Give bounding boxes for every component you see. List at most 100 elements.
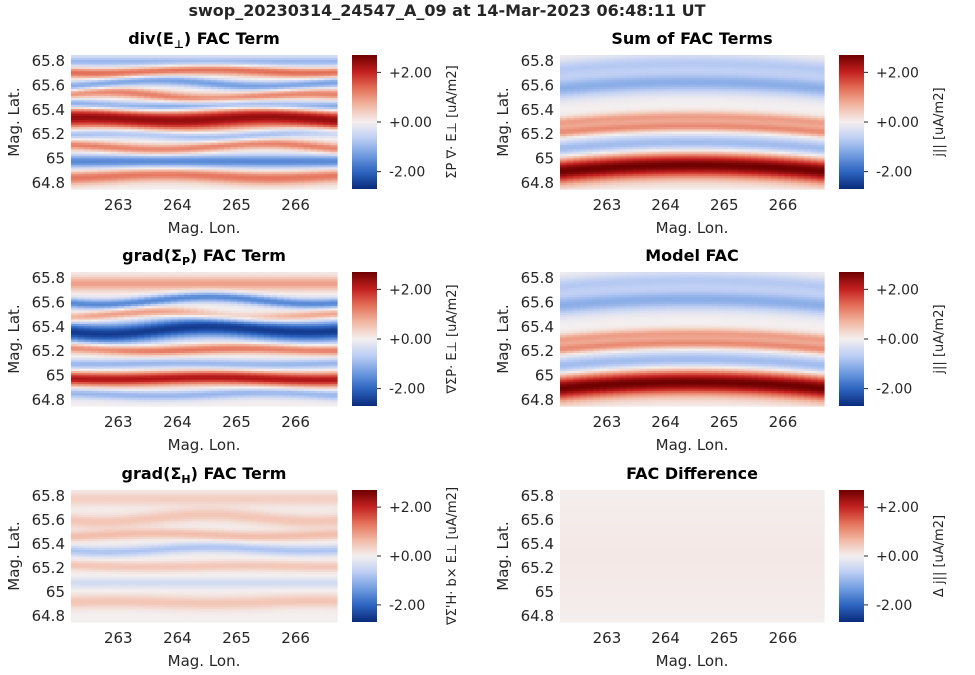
heatmap-cell	[685, 63, 693, 67]
heatmap-cell	[632, 104, 640, 107]
heatmap-cell	[718, 106, 726, 110]
heatmap-cell	[323, 95, 331, 99]
heatmap-cell	[573, 81, 581, 85]
heatmap-cell	[718, 122, 726, 125]
heatmap-cell	[310, 399, 318, 403]
heatmap-cell	[277, 155, 285, 159]
heatmap-cell	[237, 110, 245, 114]
heatmap-cell	[632, 173, 640, 177]
heatmap-cell	[758, 110, 766, 114]
heatmap-cell	[84, 90, 92, 94]
heatmap-cell	[586, 119, 594, 123]
heatmap-cell	[606, 126, 614, 130]
heatmap-cell	[764, 155, 772, 159]
heatmap-cell	[230, 139, 238, 143]
heatmap-cell	[626, 128, 634, 132]
heatmap-cell	[170, 117, 178, 121]
heatmap-cell	[718, 110, 726, 114]
heatmap-cell	[144, 119, 152, 123]
heatmap-cell	[290, 63, 298, 67]
heatmap-cell	[144, 399, 152, 403]
heatmap-cell	[672, 77, 680, 81]
heatmap-cell	[230, 399, 238, 403]
heatmap-cell	[204, 77, 212, 81]
heatmap-cell	[672, 186, 680, 190]
heatmap-cell	[764, 108, 772, 112]
heatmap-cell	[560, 153, 568, 157]
heatmap-cell	[97, 182, 105, 186]
heatmap-cell	[764, 186, 772, 190]
heatmap-cell	[678, 88, 686, 92]
heatmap-cell	[263, 55, 272, 58]
heatmap-cell	[560, 88, 568, 92]
heatmap-cell	[197, 157, 205, 161]
heatmap-cell	[90, 63, 99, 67]
heatmap-cell	[817, 124, 825, 128]
heatmap-cell	[250, 81, 258, 85]
heatmap-cell	[97, 84, 105, 87]
heatmap-cell	[310, 401, 318, 405]
heatmap-cell	[263, 162, 272, 166]
heatmap-cell	[257, 155, 265, 159]
heatmap-cell	[626, 162, 634, 166]
heatmap-cell	[243, 164, 252, 168]
heatmap-cell	[204, 399, 212, 403]
heatmap-cell	[184, 75, 192, 78]
heatmap-cell	[283, 70, 292, 74]
heatmap-cell	[223, 180, 232, 183]
heatmap-cell	[137, 175, 145, 179]
heatmap-cell	[672, 130, 680, 134]
heatmap-cell	[130, 88, 139, 92]
heatmap-cell	[672, 75, 680, 78]
heatmap-cell	[303, 157, 311, 161]
heatmap-cell	[90, 61, 99, 65]
heatmap-cell	[190, 155, 198, 159]
heatmap-cell	[817, 117, 825, 121]
heatmap-cell	[323, 113, 331, 116]
heatmap-cell	[659, 88, 667, 92]
heatmap-cell	[97, 144, 105, 148]
heatmap-cell	[626, 126, 634, 130]
heatmap-cell	[725, 61, 733, 65]
heatmap-cell	[586, 79, 594, 83]
heatmap-cell	[283, 144, 292, 148]
heatmap-cell	[692, 182, 700, 186]
heatmap-cell	[190, 399, 198, 403]
heatmap-cell	[738, 113, 746, 116]
heatmap-cell	[230, 119, 238, 123]
heatmap-cell	[725, 115, 733, 119]
heatmap-cell	[791, 130, 799, 134]
heatmap-cell	[290, 59, 298, 63]
heatmap-cell	[297, 84, 305, 87]
heatmap-cell	[230, 117, 238, 121]
heatmap-cell	[250, 133, 258, 136]
heatmap-cell	[250, 124, 258, 128]
heatmap-cell	[164, 117, 172, 121]
heatmap-cell	[639, 66, 647, 69]
heatmap-cell	[77, 117, 85, 121]
heatmap-cell	[170, 135, 178, 139]
heatmap-cell	[698, 142, 706, 145]
heatmap-cell	[566, 110, 574, 114]
heatmap-cell	[659, 81, 667, 85]
heatmap-cell	[612, 72, 620, 76]
heatmap-cell	[124, 173, 132, 177]
heatmap-cell	[303, 186, 311, 190]
heatmap-cell	[283, 126, 292, 130]
heatmap-cell	[297, 137, 305, 141]
heatmap-cell	[560, 126, 568, 130]
heatmap-cell	[672, 117, 680, 121]
heatmap-cell	[130, 95, 139, 99]
heatmap-cell	[639, 164, 647, 168]
heatmap-cell	[698, 104, 706, 107]
heatmap-cell	[751, 97, 759, 101]
heatmap-cell	[619, 117, 627, 121]
heatmap-cell	[250, 106, 258, 110]
heatmap-cell	[764, 101, 772, 105]
heatmap-cell	[137, 142, 145, 145]
heatmap-cell	[303, 86, 311, 90]
heatmap-cell	[204, 175, 212, 179]
heatmap-cell	[698, 95, 706, 99]
heatmap-cell	[204, 171, 212, 174]
heatmap-cell	[237, 164, 245, 168]
